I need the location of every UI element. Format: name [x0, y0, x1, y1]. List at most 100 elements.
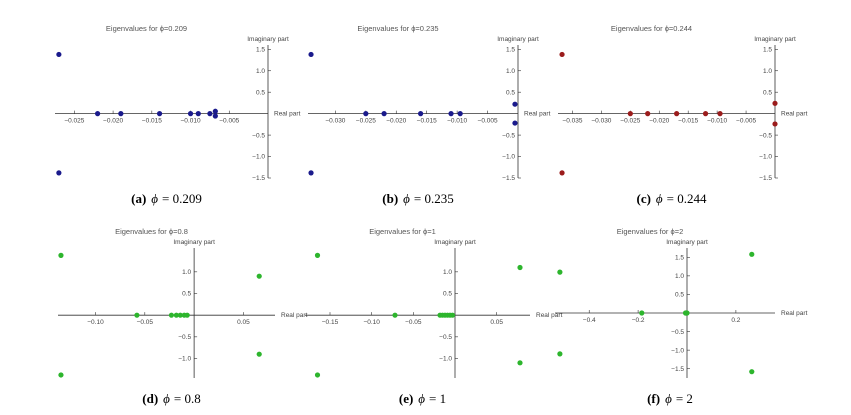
y-tick-label: 0.5 [675, 292, 684, 299]
panel-title: Eigenvalues for ϕ=0.235 [357, 24, 438, 33]
x-tick-label: −0.005 [219, 118, 239, 125]
x-tick-label: −0.015 [678, 118, 698, 125]
eigenvalue-point [212, 108, 218, 114]
eigenvalue-point [381, 111, 387, 117]
eigenvalue-point [674, 111, 680, 117]
y-tick-label: 1.5 [256, 46, 265, 53]
y-tick-label: −0.5 [178, 334, 191, 341]
caption-letter: (e) [399, 391, 413, 406]
y-tick-label: 1.0 [675, 273, 684, 280]
eigenvalue-point [256, 351, 262, 357]
caption-letter: (f) [647, 391, 660, 406]
y-axis-label: Imaginary part [434, 239, 476, 246]
eigenvalue-point [448, 111, 454, 117]
caption-value: = 0.209 [162, 191, 202, 206]
eigenvalue-point [449, 312, 456, 318]
y-tick-label: 0.5 [182, 291, 191, 298]
x-tick-label: −0.020 [103, 118, 123, 125]
x-tick-label: 0.05 [490, 319, 503, 326]
eigenvalue-point [363, 111, 369, 117]
panel-caption: (c) ϕ = 0.244 [636, 191, 707, 206]
y-tick-label: 0.5 [506, 89, 515, 96]
panel-title: Eigenvalues for ϕ=0.8 [115, 227, 188, 236]
eigenvalue-point [187, 111, 194, 117]
x-tick-label: −0.025 [64, 118, 84, 125]
y-tick-label: 1.0 [182, 269, 191, 276]
eigenvalue-point [177, 312, 183, 318]
x-tick-label: −0.05 [137, 319, 154, 326]
eigenvalue-point [58, 372, 64, 378]
caption-symbol: ϕ [151, 191, 158, 206]
y-tick-label: −0.5 [439, 334, 452, 341]
eigenvalue-point [95, 111, 101, 117]
panel-6: Eigenvalues for ϕ=2 Real part Imaginary pa… [555, 227, 808, 406]
y-tick-label: 1.0 [256, 68, 265, 75]
x-axis-label: Real part [281, 312, 308, 319]
x-tick-label: −0.10 [363, 319, 380, 326]
eigenvalue-point [118, 111, 124, 117]
panel-5: Eigenvalues for ϕ=1 Real part Imaginary pa… [305, 227, 563, 406]
panel-title: Eigenvalues for ϕ=0.244 [611, 24, 692, 33]
panel-title: Eigenvalues for ϕ=1 [369, 227, 436, 236]
panel-caption: (f) ϕ = 2 [647, 391, 693, 406]
eigenvalue-point [156, 111, 163, 117]
y-tick-label: 0.5 [763, 89, 772, 96]
panel-2: Eigenvalues for ϕ=0.235 Real part Imaginar… [308, 24, 551, 206]
eigenvalue-point [645, 111, 651, 117]
panel-caption: (d) ϕ = 0.8 [142, 391, 200, 406]
y-tick-label: −1.5 [671, 366, 684, 373]
caption-letter: (c) [636, 191, 650, 206]
caption-symbol: ϕ [418, 391, 425, 406]
caption-symbol: ϕ [163, 391, 170, 406]
eigenvalue-point [256, 273, 262, 279]
eigenvalue-point [559, 51, 565, 58]
eigenvalue-point [168, 312, 175, 318]
eigenvalue-point [58, 252, 64, 258]
x-tick-label: −0.010 [447, 118, 467, 125]
eigenvalue-point [627, 111, 633, 117]
x-tick-label: −0.2 [632, 317, 645, 324]
x-tick-label: −0.15 [322, 319, 339, 326]
x-tick-label: −0.030 [325, 118, 345, 125]
y-axis-label: Imaginary part [666, 239, 708, 246]
panel-title: Eigenvalues for ϕ=2 [617, 227, 684, 236]
x-tick-label: −0.005 [478, 118, 498, 125]
eigenvalue-point [639, 310, 645, 316]
eigenvalue-point [684, 310, 690, 316]
eigenvalue-point [717, 111, 723, 117]
caption-symbol: ϕ [665, 391, 672, 406]
panel-caption: (e) ϕ = 1 [399, 391, 446, 406]
eigenvalue-point [392, 312, 398, 318]
x-axis-label: Real part [781, 111, 808, 118]
eigenvalue-point [517, 264, 523, 271]
x-tick-label: −0.020 [649, 118, 669, 125]
x-tick-label: −0.015 [142, 118, 162, 125]
caption-value: = 0.8 [174, 391, 201, 406]
eigenvalue-point [173, 312, 179, 318]
y-tick-label: −0.5 [759, 132, 772, 139]
eigenvalue-point [512, 101, 518, 107]
x-tick-label: −0.035 [562, 118, 582, 125]
x-tick-label: −0.010 [181, 118, 201, 125]
x-tick-label: −0.020 [386, 118, 406, 125]
x-tick-label: −0.025 [620, 118, 640, 125]
caption-value: = 0.244 [667, 191, 707, 206]
eigenvalue-point [134, 312, 140, 318]
caption-letter: (d) [142, 391, 158, 406]
x-tick-label: −0.4 [583, 317, 596, 324]
eigenvalue-point [772, 121, 778, 127]
caption-letter: (a) [131, 191, 146, 206]
y-tick-label: 1.5 [506, 46, 515, 53]
eigenvalue-point [56, 51, 62, 58]
y-axis-label: Imaginary part [247, 36, 289, 43]
eigenvalue-point [314, 372, 321, 378]
x-tick-label: −0.015 [417, 118, 437, 125]
x-tick-label: −0.010 [707, 118, 727, 125]
y-tick-label: −1.0 [671, 347, 684, 354]
panel-title: Eigenvalues for ϕ=0.209 [106, 24, 187, 33]
y-tick-label: −0.5 [252, 132, 265, 139]
y-tick-label: −1.0 [178, 356, 191, 363]
panel-3: Eigenvalues for ϕ=0.244 Real part Imaginar… [558, 24, 808, 206]
caption-value: = 0.235 [414, 191, 454, 206]
